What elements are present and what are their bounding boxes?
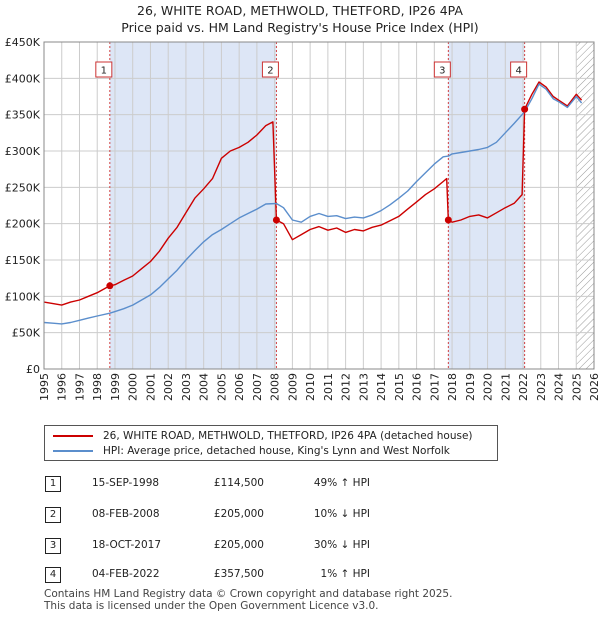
- x-tick-label: 2014: [375, 373, 388, 401]
- x-tick-label: 2005: [215, 373, 228, 401]
- sale-price: £205,000: [213, 539, 264, 551]
- x-tick-label: 2026: [588, 373, 600, 401]
- sale-point: [272, 216, 280, 224]
- x-tick-label: 2012: [340, 373, 353, 401]
- shaded-ownership-span: [109, 42, 277, 369]
- x-tick-label: 2011: [322, 373, 335, 401]
- footer-line1: Contains HM Land Registry data © Crown c…: [44, 588, 453, 600]
- x-tick-label: 2001: [144, 373, 157, 401]
- sale-number-badge: 1: [45, 476, 61, 492]
- x-tick-label: 1999: [109, 373, 122, 401]
- y-tick-label: £0: [26, 363, 40, 376]
- footer-line2: This data is licensed under the Open Gov…: [44, 600, 379, 612]
- x-tick-label: 2019: [464, 373, 477, 401]
- x-tick-label: 1998: [91, 373, 104, 401]
- sale-price: £114,500: [213, 477, 264, 489]
- sale-hpi-diff: 49% ↑ HPI: [313, 477, 370, 489]
- x-tick-label: 1996: [56, 373, 69, 401]
- sale-number-label: 1: [101, 66, 107, 77]
- y-tick-label: £200K: [5, 218, 41, 231]
- legend-label-property: 26, WHITE ROAD, METHWOLD, THETFORD, IP26…: [103, 430, 473, 442]
- sale-row: 1 15-SEP-1998 £114,500 49% ↑ HPI: [0, 476, 600, 496]
- sale-hpi-diff: 10% ↓ HPI: [313, 508, 370, 520]
- x-tick-label: 2006: [233, 373, 246, 401]
- legend-label-hpi: HPI: Average price, detached house, King…: [103, 445, 450, 457]
- sale-date: 08-FEB-2008: [92, 508, 160, 520]
- sale-number-box: [261, 61, 279, 78]
- x-tick-label: 2023: [535, 373, 548, 401]
- y-tick-label: £400K: [5, 72, 41, 85]
- x-tick-label: 2009: [286, 373, 299, 401]
- chart-title-line2: Price paid vs. HM Land Registry's House …: [121, 20, 479, 35]
- x-tick-label: 2010: [304, 373, 317, 401]
- x-tick-label: 2013: [357, 373, 370, 401]
- property-series-line: [43, 81, 583, 306]
- sale-date: 18-OCT-2017: [92, 539, 161, 551]
- sale-point: [521, 105, 529, 113]
- hpi-series-line: [43, 83, 583, 325]
- y-tick-label: £450K: [5, 36, 41, 49]
- sale-number-box: [433, 61, 451, 78]
- x-tick-label: 2002: [162, 373, 175, 401]
- legend-item-hpi: HPI: Average price, detached house, King…: [53, 444, 450, 458]
- sale-date: 15-SEP-1998: [92, 477, 160, 489]
- y-tick-label: £100K: [5, 290, 41, 303]
- sale-number-label: 3: [439, 66, 445, 77]
- price-chart: 1 2 3 4 £0 £50K £100K £150K £200K £250K £300K £350K…: [5, 36, 600, 401]
- shaded-ownership-span: [448, 42, 525, 369]
- x-tick-label: 2007: [251, 373, 264, 401]
- x-tick-label: 2016: [411, 373, 424, 401]
- sale-number-badge: 3: [45, 538, 61, 554]
- sale-price: £205,000: [213, 508, 264, 520]
- sale-point: [444, 216, 452, 224]
- y-tick-label: £300K: [5, 145, 41, 158]
- x-tick-label: 2000: [127, 373, 140, 401]
- chart-title: 26, WHITE ROAD, METHWOLD, THETFORD, IP26…: [0, 2, 600, 36]
- sale-number-label: 4: [515, 66, 521, 77]
- sale-row: 4 04-FEB-2022 £357,500 1% ↑ HPI: [0, 567, 600, 587]
- chart-title-line1: 26, WHITE ROAD, METHWOLD, THETFORD, IP26…: [137, 3, 463, 18]
- x-tick-label: 2021: [499, 373, 512, 401]
- y-tick-label: £250K: [5, 181, 41, 194]
- x-tick-label: 2004: [198, 373, 211, 401]
- sale-hpi-diff: 1% ↑ HPI: [320, 568, 370, 580]
- sale-number-badge: 4: [45, 567, 61, 583]
- x-tick-label: 1995: [38, 373, 51, 401]
- x-tick-label: 2003: [180, 373, 193, 401]
- y-tick-label: £150K: [5, 254, 41, 267]
- sale-number-badge: 2: [45, 507, 61, 523]
- sale-number-box: [510, 61, 528, 78]
- legend-swatch-property: [53, 435, 93, 437]
- x-tick-label: 2024: [553, 373, 566, 401]
- x-tick-label: 1997: [73, 373, 86, 401]
- x-tick-label: 2022: [517, 373, 530, 401]
- x-tick-label: 2025: [570, 373, 583, 401]
- x-tick-label: 2018: [446, 373, 459, 401]
- plot-border: [43, 41, 595, 370]
- sale-number-label: 2: [267, 66, 273, 77]
- x-tick-label: 2015: [393, 373, 406, 401]
- x-tick-label: 2008: [269, 373, 282, 401]
- legend-item-property: 26, WHITE ROAD, METHWOLD, THETFORD, IP26…: [53, 429, 473, 443]
- x-tick-label: 2020: [482, 373, 495, 401]
- footer-attribution: Contains HM Land Registry data © Crown c…: [44, 588, 452, 612]
- x-tick-label: 2017: [428, 373, 441, 401]
- sale-row: 3 18-OCT-2017 £205,000 30% ↓ HPI: [0, 538, 600, 558]
- sale-date: 04-FEB-2022: [92, 568, 160, 580]
- y-tick-label: £50K: [12, 327, 41, 340]
- sale-price: £357,500: [213, 568, 264, 580]
- sale-point: [106, 282, 114, 290]
- y-tick-label: £350K: [5, 109, 41, 122]
- legend-swatch-hpi: [53, 450, 93, 452]
- hatched-future-region: [576, 42, 594, 369]
- chart-legend: 26, WHITE ROAD, METHWOLD, THETFORD, IP26…: [44, 425, 498, 461]
- sale-row: 2 08-FEB-2008 £205,000 10% ↓ HPI: [0, 507, 600, 527]
- sale-hpi-diff: 30% ↓ HPI: [313, 539, 370, 551]
- sale-number-box: [95, 61, 113, 78]
